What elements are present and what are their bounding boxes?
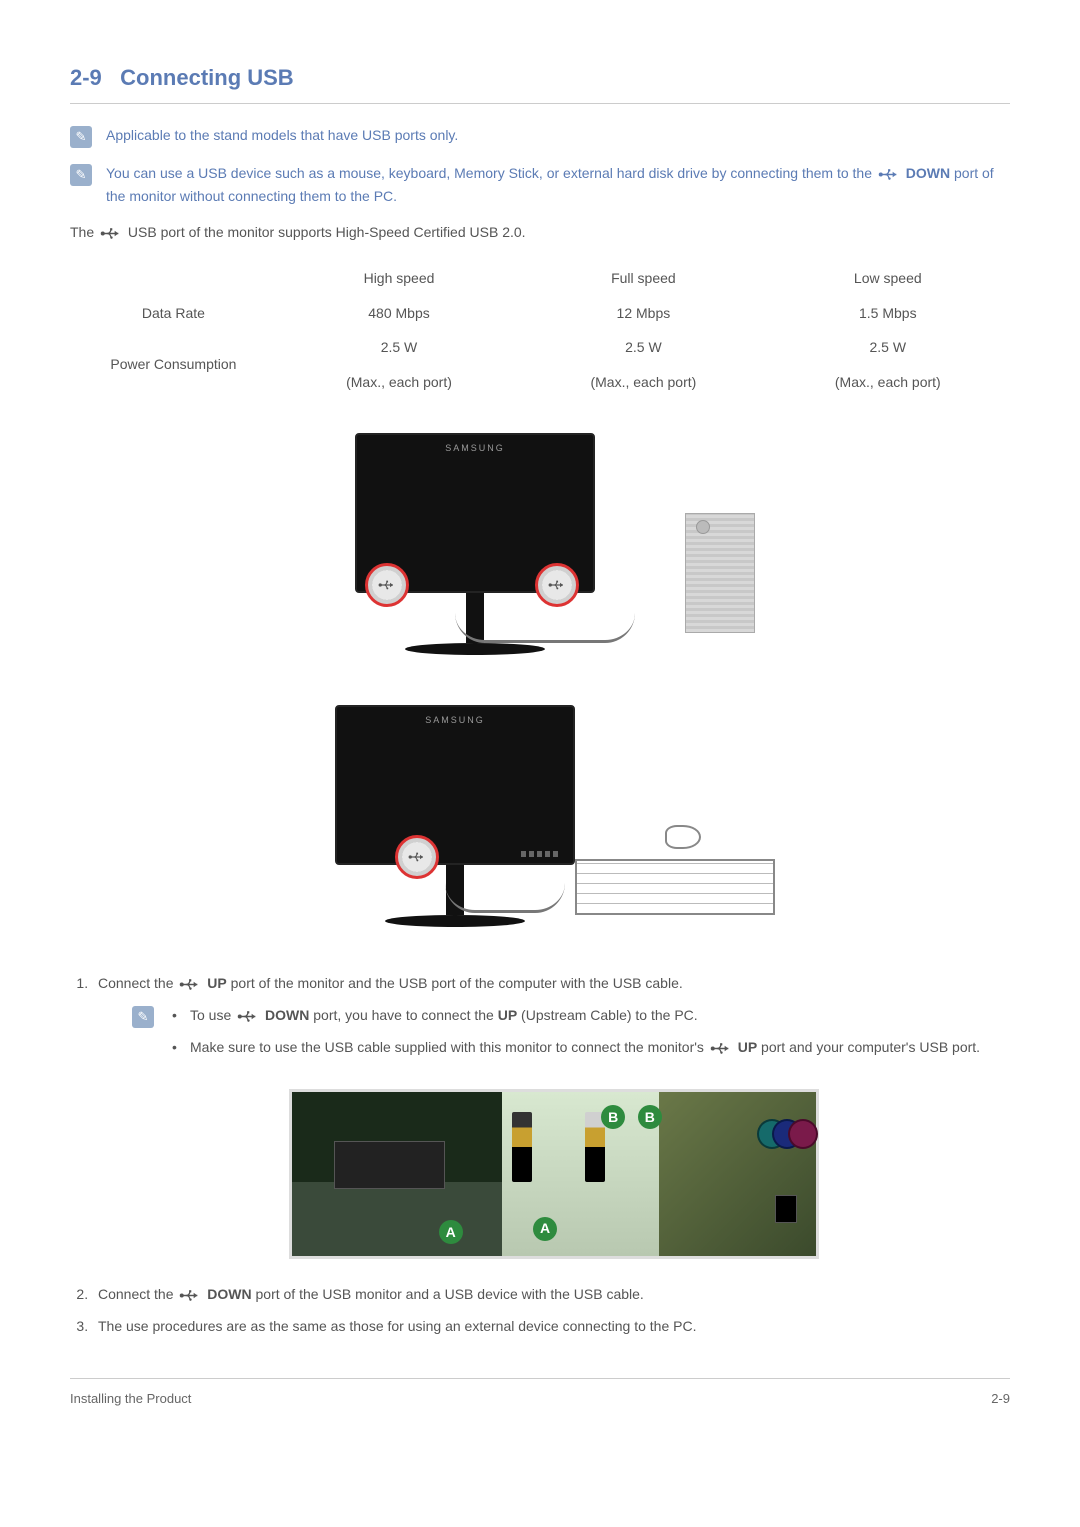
subnote-item: Make sure to use the USB cable supplied … (172, 1036, 1010, 1058)
cable-illustration (445, 883, 565, 913)
badge-a: A (439, 1220, 463, 1244)
note-1: Applicable to the stand models that have… (70, 124, 1010, 148)
footer-left: Installing the Product (70, 1389, 191, 1410)
usb-icon (710, 1043, 732, 1054)
usb-icon (378, 576, 396, 594)
up-label: UP (207, 975, 226, 991)
cell: (Max., each port) (521, 365, 765, 399)
col-high: High speed (277, 261, 521, 295)
cell: 1.5 Mbps (766, 296, 1010, 330)
step-1-text-a: Connect the (98, 975, 177, 991)
cell: 2.5 W (521, 330, 765, 364)
table-row: Data Rate 480 Mbps 12 Mbps 1.5 Mbps (70, 296, 1010, 330)
note-2-part1: You can use a USB device such as a mouse… (106, 165, 876, 181)
down-label: DOWN (906, 165, 950, 181)
text: (Upstream Cable) to the PC. (517, 1007, 698, 1023)
table-row: Power Consumption 2.5 W 2.5 W 2.5 W (70, 330, 1010, 364)
usb-icon (179, 1290, 201, 1301)
cell: 2.5 W (277, 330, 521, 364)
step-3: The use procedures are as the same as th… (92, 1315, 1010, 1337)
note-icon (132, 1006, 154, 1028)
spec-table: High speed Full speed Low speed Data Rat… (70, 261, 1010, 399)
text: port and your computer's USB port. (757, 1039, 980, 1055)
note-2-text: You can use a USB device such as a mouse… (106, 162, 1010, 207)
intro-line: The USB port of the monitor supports Hig… (70, 221, 1010, 243)
callout-down-port (365, 563, 409, 607)
monitor-illustration (335, 705, 575, 865)
usb-icon (237, 1011, 259, 1022)
step-2-text-b: port of the USB monitor and a USB device… (252, 1286, 644, 1302)
note-icon (70, 164, 92, 186)
step-1: Connect the UP port of the monitor and t… (92, 972, 1010, 1259)
step-2-text-a: Connect the (98, 1286, 177, 1302)
step-1-subnote: To use DOWN port, you have to connect th… (132, 1004, 1010, 1069)
cell: 12 Mbps (521, 296, 765, 330)
cell: 2.5 W (766, 330, 1010, 364)
usb-icon (179, 979, 201, 990)
note-1-text: Applicable to the stand models that have… (106, 124, 1010, 146)
usb-icon (878, 169, 900, 180)
cable-illustration (455, 613, 635, 643)
section-number: 2-9 (70, 65, 102, 90)
down-label: DOWN (265, 1007, 309, 1023)
col-full: Full speed (521, 261, 765, 295)
keyboard-illustration (575, 859, 775, 915)
section-heading: 2-9 Connecting USB (70, 60, 1010, 104)
cell: 480 Mbps (277, 296, 521, 330)
down-label: DOWN (207, 1286, 251, 1302)
badge-b: B (638, 1105, 662, 1129)
cell: (Max., each port) (277, 365, 521, 399)
usb-icon (548, 576, 566, 594)
callout-up-port (535, 563, 579, 607)
up-label: UP (498, 1007, 517, 1023)
step-1-text-b: port of the monitor and the USB port of … (227, 975, 683, 991)
usb-cable-photo: A A B B (98, 1089, 1010, 1259)
diagram-monitor-to-peripherals (70, 699, 1010, 947)
page-footer: Installing the Product 2-9 (70, 1378, 1010, 1410)
mouse-illustration (665, 825, 701, 849)
callout-down-port (395, 835, 439, 879)
pc-tower-illustration (685, 513, 755, 633)
text: Make sure to use the USB cable supplied … (190, 1039, 708, 1055)
row-label-datarate: Data Rate (70, 296, 277, 330)
usb-icon (408, 848, 426, 866)
note-icon (70, 126, 92, 148)
intro-part1: The (70, 224, 98, 240)
section-title: Connecting USB (120, 65, 294, 90)
steps-list: Connect the UP port of the monitor and t… (92, 972, 1010, 1338)
subnote-item: To use DOWN port, you have to connect th… (172, 1004, 1010, 1026)
badge-a: A (533, 1217, 557, 1241)
badge-b: B (601, 1105, 625, 1129)
footer-right: 2-9 (991, 1389, 1010, 1410)
step-2: Connect the DOWN port of the USB monitor… (92, 1283, 1010, 1305)
col-low: Low speed (766, 261, 1010, 295)
up-label: UP (738, 1039, 757, 1055)
text: port, you have to connect the (309, 1007, 497, 1023)
table-header-row: High speed Full speed Low speed (70, 261, 1010, 295)
note-2: You can use a USB device such as a mouse… (70, 162, 1010, 207)
usb-icon (100, 228, 122, 239)
diagram-monitor-to-pc (70, 427, 1010, 675)
cell: (Max., each port) (766, 365, 1010, 399)
intro-part2: USB port of the monitor supports High-Sp… (124, 224, 526, 240)
row-label-power: Power Consumption (70, 330, 277, 399)
text: To use (190, 1007, 235, 1023)
